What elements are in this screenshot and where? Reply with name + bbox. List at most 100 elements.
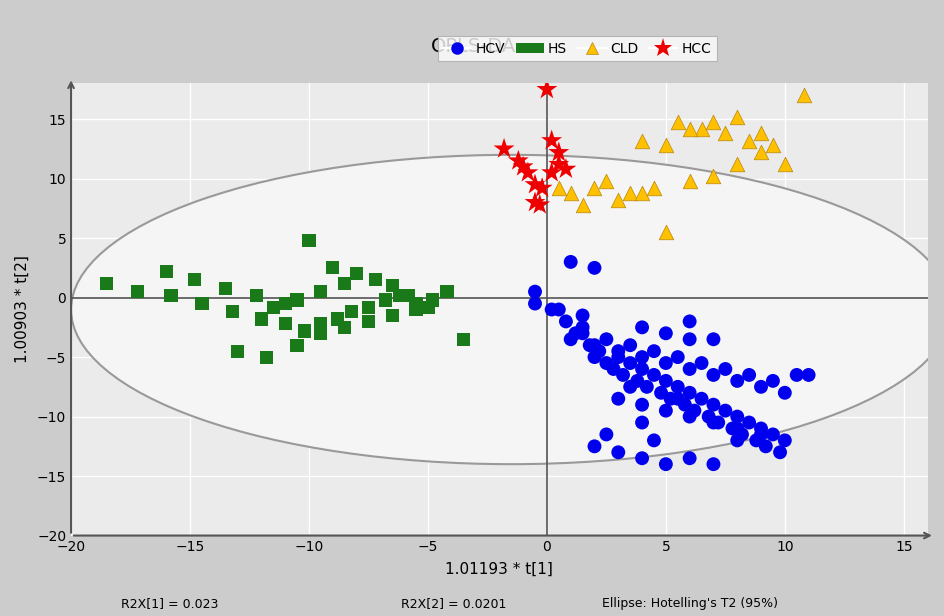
Point	[610, 447, 625, 457]
Point	[682, 176, 697, 186]
Point	[598, 429, 614, 439]
Point	[658, 328, 673, 338]
Point	[677, 400, 692, 410]
Point	[229, 346, 244, 356]
Point	[653, 388, 668, 398]
Point	[633, 418, 649, 428]
Point	[729, 160, 744, 169]
Point	[520, 168, 535, 177]
Point	[163, 290, 178, 300]
Point	[765, 376, 780, 386]
Point	[741, 136, 756, 145]
Point	[765, 429, 780, 439]
Point	[558, 317, 573, 326]
Point	[669, 382, 684, 392]
Point	[586, 352, 601, 362]
Point	[622, 358, 637, 368]
Point	[682, 388, 697, 398]
Point	[693, 124, 708, 134]
Point	[729, 436, 744, 445]
Point	[337, 278, 352, 288]
Point	[633, 136, 649, 145]
Point	[348, 269, 363, 279]
Point	[658, 406, 673, 416]
Point	[705, 370, 720, 380]
Point	[384, 310, 399, 320]
Point	[313, 319, 329, 329]
Point	[646, 346, 661, 356]
Point	[278, 319, 293, 329]
Point	[705, 418, 720, 428]
Point	[752, 424, 767, 434]
Point	[187, 275, 202, 285]
Point	[544, 136, 559, 145]
Point	[705, 116, 720, 126]
Text: Ellipse: Hotelling's T2 (95%): Ellipse: Hotelling's T2 (95%)	[601, 597, 777, 610]
Point	[658, 140, 673, 150]
Point	[598, 176, 614, 186]
Point	[550, 147, 565, 157]
Point	[752, 129, 767, 139]
Point	[765, 140, 780, 150]
Point	[194, 299, 210, 309]
Point	[544, 304, 559, 314]
Ellipse shape	[71, 155, 944, 464]
Point	[658, 358, 673, 368]
Legend: HCV, HS, CLD, HCC: HCV, HS, CLD, HCC	[437, 36, 716, 61]
Point	[700, 411, 716, 421]
Point	[705, 460, 720, 469]
Point	[574, 328, 589, 338]
Point	[752, 147, 767, 157]
Point	[289, 340, 304, 350]
Point	[586, 442, 601, 452]
Point	[658, 227, 673, 237]
Point	[605, 364, 620, 374]
Point	[425, 295, 440, 305]
Point	[99, 278, 114, 288]
Point	[563, 257, 578, 267]
Text: R2X[2] = 0.0201: R2X[2] = 0.0201	[400, 597, 506, 610]
Point	[439, 286, 454, 296]
Point	[313, 286, 329, 296]
Point	[296, 326, 312, 336]
Point	[259, 352, 274, 362]
Point	[610, 195, 625, 205]
Point	[527, 286, 542, 296]
Point	[633, 352, 649, 362]
Point	[646, 370, 661, 380]
Point	[796, 91, 811, 100]
Point	[638, 382, 653, 392]
Point	[586, 183, 601, 193]
Point	[622, 340, 637, 350]
Point	[717, 406, 733, 416]
Point	[633, 322, 649, 332]
Point	[729, 424, 744, 434]
Point	[705, 334, 720, 344]
Point	[563, 334, 578, 344]
Point	[515, 162, 531, 172]
Point	[682, 411, 697, 421]
Point	[776, 160, 791, 169]
Point	[344, 307, 359, 317]
Point	[278, 299, 293, 309]
Point	[752, 429, 767, 439]
Point	[301, 235, 316, 245]
Point	[669, 394, 684, 403]
Point	[367, 275, 382, 285]
Point	[361, 302, 376, 312]
Point	[776, 388, 791, 398]
Point	[289, 295, 304, 305]
Point	[337, 322, 352, 332]
Point	[574, 322, 589, 332]
Point	[629, 376, 644, 386]
Point	[329, 314, 345, 324]
Point	[705, 400, 720, 410]
Point	[622, 188, 637, 198]
Point	[748, 436, 763, 445]
Point	[218, 283, 233, 293]
Point	[610, 346, 625, 356]
Point	[729, 112, 744, 122]
Point	[254, 314, 269, 324]
Point	[511, 156, 526, 166]
Point	[729, 376, 744, 386]
